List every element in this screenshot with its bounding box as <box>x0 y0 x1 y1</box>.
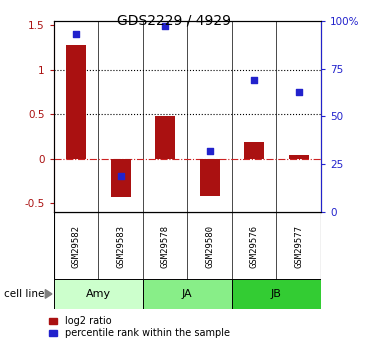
Bar <box>200 159 220 196</box>
Point <box>207 148 213 154</box>
Text: JA: JA <box>182 289 193 299</box>
Bar <box>155 116 175 159</box>
Text: GSM29580: GSM29580 <box>205 225 214 268</box>
Text: GSM29582: GSM29582 <box>72 225 81 268</box>
Bar <box>54 279 143 309</box>
Point <box>162 24 168 29</box>
Text: GDS2229 / 4929: GDS2229 / 4929 <box>117 13 232 27</box>
Text: GSM29583: GSM29583 <box>116 225 125 268</box>
FancyArrow shape <box>45 290 52 298</box>
Point <box>73 31 79 37</box>
Bar <box>244 142 264 159</box>
Text: GSM29578: GSM29578 <box>161 225 170 268</box>
Bar <box>289 155 309 159</box>
Point <box>296 89 302 94</box>
Point <box>118 173 124 179</box>
Bar <box>232 279 321 309</box>
Bar <box>143 279 232 309</box>
Text: GSM29577: GSM29577 <box>294 225 303 268</box>
Point <box>251 77 257 83</box>
Text: JB: JB <box>271 289 282 299</box>
Bar <box>111 159 131 197</box>
Text: Amy: Amy <box>86 289 111 299</box>
Bar <box>66 45 86 159</box>
Text: GSM29576: GSM29576 <box>250 225 259 268</box>
Legend: log2 ratio, percentile rank within the sample: log2 ratio, percentile rank within the s… <box>49 316 230 338</box>
Text: cell line: cell line <box>4 289 44 299</box>
